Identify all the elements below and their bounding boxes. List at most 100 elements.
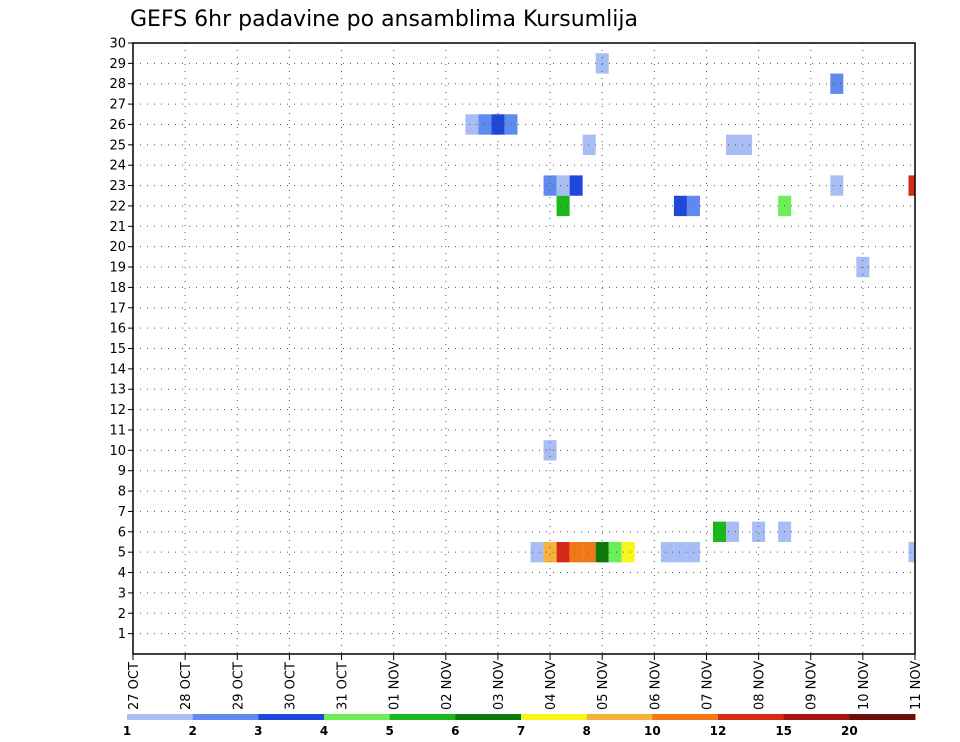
x-tick-label: 09 NOV — [805, 661, 820, 710]
heatmap-cell — [830, 175, 844, 196]
y-tick-label: 28 — [109, 77, 126, 92]
x-tick-label: 11 NOV — [909, 661, 924, 710]
heatmap-cell — [712, 521, 727, 542]
heatmap-cell — [908, 541, 915, 563]
legend-swatch — [127, 714, 194, 720]
y-tick-label: 18 — [109, 281, 126, 296]
heatmap-cell — [569, 175, 583, 196]
heatmap-cell — [556, 195, 570, 217]
x-tick-label: 04 NOV — [544, 661, 559, 710]
legend-label: 3 — [254, 724, 262, 738]
y-tick-label: 16 — [109, 322, 126, 337]
heatmap-cell — [739, 134, 753, 156]
x-tick-label: 01 NOV — [388, 661, 403, 710]
x-tick-label: 10 NOV — [857, 661, 872, 710]
y-tick-label: 26 — [109, 118, 126, 133]
y-tick-label: 17 — [109, 301, 126, 316]
heatmap-cell — [660, 541, 674, 563]
x-tick-label: 03 NOV — [492, 661, 507, 710]
x-axis: 27 OCT 28 OCT 29 OCT 30 OCT 31 OCT 01 NOV 02 N… — [127, 654, 924, 710]
heatmap-cell — [621, 541, 635, 563]
x-tick-label: 28 OCT — [179, 662, 194, 710]
y-tick-label: 22 — [109, 199, 126, 214]
heatmap-cell — [726, 521, 740, 542]
legend-label: 20 — [841, 724, 858, 738]
heatmap-cell — [908, 175, 915, 196]
legend-swatch — [521, 714, 588, 720]
y-tick-label: 21 — [109, 220, 126, 235]
heatmap-cell — [543, 175, 557, 196]
legend-swatch — [586, 714, 653, 720]
legend-swatch — [783, 714, 850, 720]
plot-frame — [132, 42, 916, 655]
legend-label: 4 — [320, 724, 328, 738]
y-tick-label: 5 — [118, 546, 126, 561]
legend-swatch — [324, 714, 391, 720]
y-tick-label: 2 — [118, 607, 126, 622]
heatmap-cell — [726, 134, 740, 156]
x-tick-label: 05 NOV — [596, 661, 611, 710]
y-tick-label: 12 — [109, 403, 126, 418]
y-tick-label: 4 — [118, 566, 126, 581]
legend-swatch — [718, 714, 785, 720]
legend-swatch — [652, 714, 719, 720]
color-legend: 1 2 3 4 5 6 7 8 10 12 15 20 — [123, 714, 916, 738]
y-tick-label: 25 — [109, 138, 126, 153]
chart-title: GEFS 6hr padavine po ansamblima Kursumli… — [130, 7, 638, 32]
x-tick-label: 29 OCT — [231, 662, 246, 710]
heatmap-cell — [830, 73, 844, 94]
legend-label: 10 — [644, 724, 661, 738]
x-tick-label: 07 NOV — [700, 661, 715, 710]
y-tick-label: 19 — [109, 261, 126, 276]
y-tick-label: 7 — [118, 505, 126, 520]
heatmap-cell — [465, 114, 479, 135]
legend-label: 1 — [123, 724, 131, 738]
heatmap-cell — [582, 134, 596, 156]
heatmap-cell — [608, 541, 622, 563]
y-tick-label: 9 — [118, 464, 126, 479]
legend-label: 7 — [517, 724, 525, 738]
legend-swatch — [192, 714, 259, 720]
legend-label: 12 — [710, 724, 727, 738]
heatmap-cell — [543, 440, 557, 461]
heatmap-cell — [556, 541, 570, 563]
legend-swatch — [389, 714, 456, 720]
y-tick-label: 23 — [109, 179, 126, 194]
heatmap-cell — [673, 541, 687, 563]
x-tick-label: 31 OCT — [336, 662, 351, 710]
legend-label: 15 — [775, 724, 792, 738]
y-tick-label: 13 — [109, 383, 126, 398]
heatmap-cell — [569, 541, 583, 563]
legend-swatch — [849, 714, 916, 720]
heatmap-cell — [478, 114, 492, 135]
cells-layer — [465, 53, 915, 563]
y-tick-label: 29 — [109, 57, 126, 72]
y-tick-label: 10 — [109, 444, 126, 459]
x-tick-label: 27 OCT — [127, 662, 142, 710]
heatmap-cell — [752, 521, 766, 542]
y-axis: 1234567891011121314151617181920212223242… — [109, 37, 133, 642]
y-tick-label: 15 — [109, 342, 126, 357]
grid-layer — [133, 42, 915, 654]
heatmap-cell — [530, 541, 544, 563]
y-tick-label: 6 — [118, 525, 126, 540]
y-tick-label: 3 — [118, 586, 126, 601]
y-tick-label: 11 — [109, 423, 126, 438]
x-tick-label: 08 NOV — [753, 661, 768, 710]
legend-label: 8 — [582, 724, 590, 738]
heatmap-cell — [673, 195, 687, 217]
x-tick-label: 30 OCT — [283, 662, 298, 710]
heatmap-cell — [543, 541, 557, 563]
y-tick-label: 27 — [109, 98, 126, 113]
heatmap-cell — [504, 114, 518, 135]
y-tick-label: 20 — [109, 240, 126, 255]
x-tick-label: 06 NOV — [648, 661, 663, 710]
legend-swatch — [455, 714, 522, 720]
y-tick-label: 8 — [118, 485, 126, 500]
legend-label: 2 — [188, 724, 196, 738]
legend-swatch — [258, 714, 325, 720]
heatmap-cell — [582, 541, 596, 563]
heatmap-cell — [556, 175, 570, 196]
x-tick-label: 02 NOV — [440, 661, 455, 710]
